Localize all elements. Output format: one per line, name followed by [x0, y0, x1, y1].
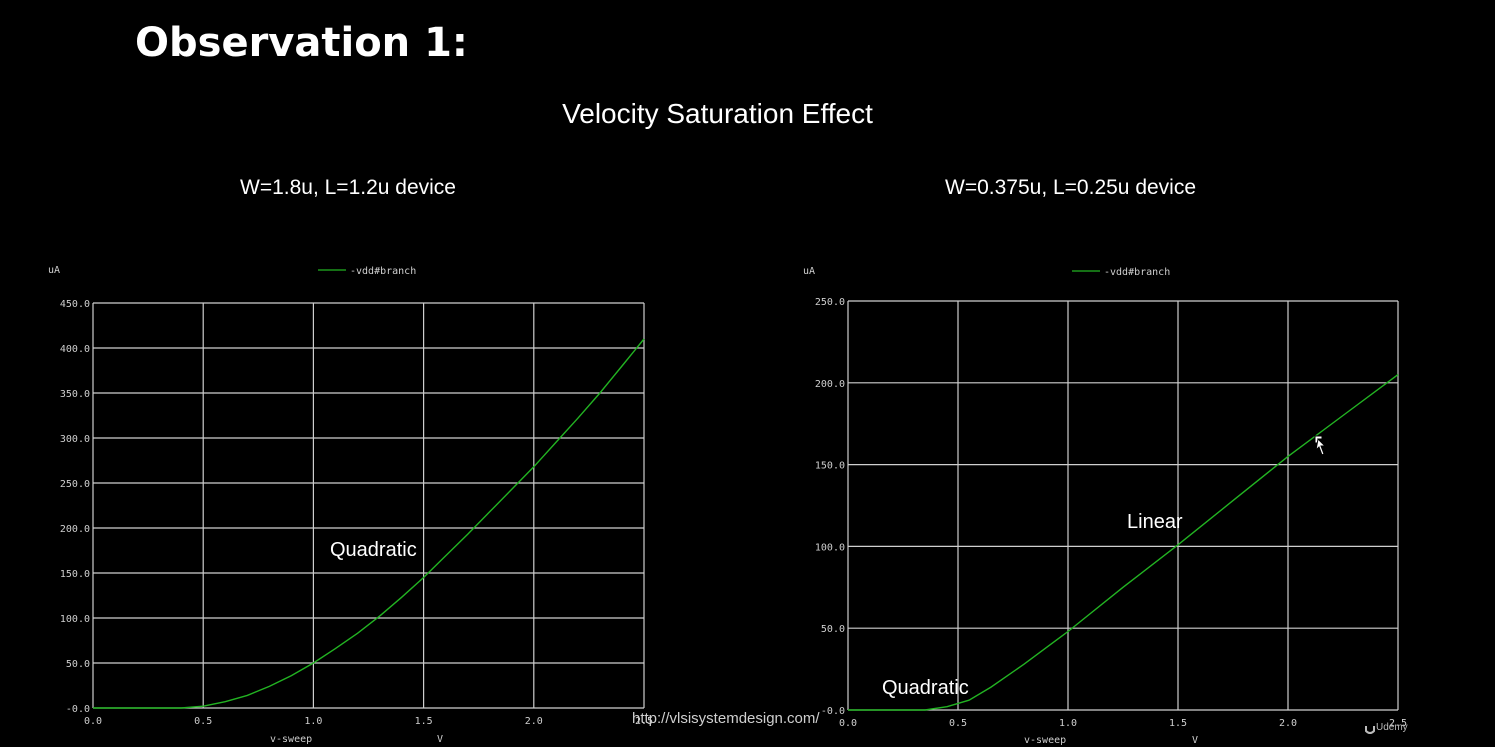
- x-axis-label: v-sweep: [270, 734, 312, 745]
- y-tick-label: 150.0: [60, 569, 90, 580]
- legend-label: -vdd#branch: [1104, 267, 1170, 278]
- y-tick-label: 450.0: [60, 299, 90, 310]
- url-watermark: http://vlsisystemdesign.com/: [632, 710, 820, 727]
- x-tick-label: 0.0: [84, 716, 102, 727]
- annotation-label: Quadratic: [882, 677, 969, 699]
- y-tick-label: 150.0: [815, 461, 845, 472]
- x-tick-label: 0.5: [949, 718, 967, 729]
- y-tick-label: 300.0: [60, 434, 90, 445]
- legend-label: -vdd#branch: [350, 266, 416, 277]
- y-tick-label: 100.0: [60, 614, 90, 625]
- x-tick-label: 2.0: [1279, 718, 1297, 729]
- x-tick-label: 2.5: [1389, 718, 1407, 729]
- y-tick-label: 350.0: [60, 389, 90, 400]
- slide-subtitle: Velocity Saturation Effect: [562, 98, 873, 129]
- x-tick-label: 2.0: [525, 716, 543, 727]
- udemy-logo-icon: [1364, 724, 1376, 736]
- y-tick-label: -0.0: [821, 706, 845, 717]
- brand-label: Udemy: [1376, 722, 1408, 733]
- x-tick-label: 1.5: [415, 716, 433, 727]
- chart-title-right: W=0.375u, L=0.25u device: [945, 176, 1197, 199]
- x-tick-label: 0.5: [194, 716, 212, 727]
- x-tick-label: 1.5: [1169, 718, 1187, 729]
- x-tick-label: 2.5: [635, 716, 653, 727]
- x-tick-label: 1.0: [304, 716, 322, 727]
- y-tick-label: 100.0: [815, 542, 845, 553]
- brand-watermark: Udemy: [1362, 722, 1408, 733]
- y-tick-label: 50.0: [821, 624, 845, 635]
- slide-heading: Observation 1:: [135, 20, 468, 66]
- annotation-label: Linear: [1127, 511, 1183, 533]
- x-axis-unit: V: [437, 734, 443, 745]
- chart-title-left: W=1.8u, L=1.2u device: [240, 176, 456, 199]
- y-axis-unit: uA: [48, 265, 60, 276]
- y-tick-label: 250.0: [60, 479, 90, 490]
- y-tick-label: 400.0: [60, 344, 90, 355]
- x-axis-unit: V: [1192, 735, 1198, 746]
- annotation-label: Quadratic: [330, 539, 417, 561]
- y-axis-unit: uA: [803, 266, 815, 277]
- y-tick-label: 200.0: [815, 379, 845, 390]
- y-tick-label: 200.0: [60, 524, 90, 535]
- x-axis-label: v-sweep: [1024, 735, 1066, 746]
- y-tick-label: -0.0: [66, 704, 90, 715]
- y-tick-label: 50.0: [66, 659, 90, 670]
- series-line: [848, 374, 1399, 711]
- x-tick-label: 1.0: [1059, 718, 1077, 729]
- series-line: [93, 338, 645, 709]
- mouse-cursor-icon: [1314, 435, 1327, 456]
- x-tick-label: 0.0: [839, 718, 857, 729]
- y-tick-label: 250.0: [815, 297, 845, 308]
